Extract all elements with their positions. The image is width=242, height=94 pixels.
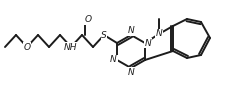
Text: N: N bbox=[128, 26, 134, 35]
Text: O: O bbox=[85, 16, 92, 25]
Text: S: S bbox=[101, 30, 107, 39]
Text: N: N bbox=[128, 68, 134, 77]
Text: NH: NH bbox=[64, 42, 78, 52]
Text: N: N bbox=[156, 30, 162, 39]
Text: N: N bbox=[110, 55, 117, 64]
Text: N: N bbox=[145, 39, 152, 47]
Text: O: O bbox=[23, 42, 30, 52]
